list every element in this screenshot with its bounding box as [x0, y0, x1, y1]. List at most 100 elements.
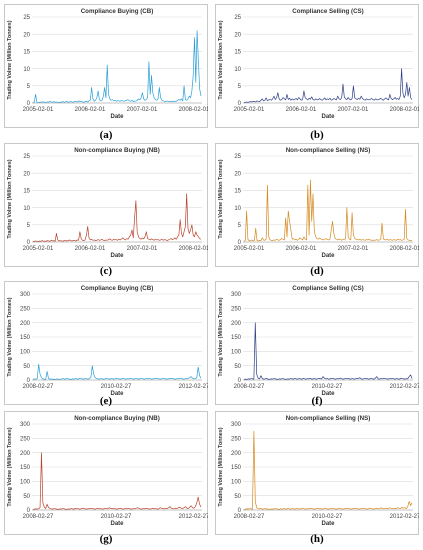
- y-tick-label: 20: [23, 171, 30, 177]
- x-tick-label: 2005-02-01: [23, 107, 54, 113]
- y-tick-label: 5: [238, 84, 242, 90]
- chart-svg: Non-compliance Selling (NS) 0 50 100 150 200 2…: [215, 411, 419, 535]
- panel-caption: (d): [310, 265, 324, 277]
- y-tick-label: 200: [20, 321, 31, 327]
- panel-frame: [215, 411, 419, 535]
- chart-svg: Compliance Buying (CB) 0 50 100 150 200 250 300…: [4, 281, 208, 405]
- panel-frame: [4, 281, 208, 405]
- x-tick-label: 2012-02-27: [179, 514, 208, 520]
- y-tick-label: 300: [20, 422, 31, 428]
- y-tick-label: 250: [20, 307, 31, 313]
- y-tick-label: 100: [231, 480, 242, 486]
- panel-frame: [215, 4, 419, 128]
- y-tick-label: 0: [27, 101, 31, 107]
- chart-panel-6: Compliance Selling (CS) 0 50 100 150 200 250 30…: [215, 281, 419, 405]
- x-axis-label: Date: [110, 253, 124, 259]
- x-tick-label: 2007-02-01: [338, 246, 369, 252]
- x-axis-label: Date: [321, 391, 335, 397]
- y-tick-label: 250: [231, 307, 242, 313]
- x-tick-label: 2008-02-01: [390, 246, 419, 252]
- y-tick-label: 250: [231, 437, 242, 443]
- y-tick-label: 50: [23, 494, 30, 500]
- x-tick-label: 2008-02-27: [234, 514, 265, 520]
- y-tick-label: 0: [238, 101, 242, 107]
- chart-panel-1: Compliance Buying (CB) 0 5 10 15 20 25 2005-02-…: [4, 4, 208, 128]
- panel-caption: (b): [310, 129, 324, 141]
- y-axis-label: Trading Volme (Million Tonnes): [218, 427, 224, 506]
- y-tick-label: 0: [27, 240, 31, 246]
- chart-panel-4: Non-compliance Selling (NS) 0 5 10 15 20 25 200…: [215, 143, 419, 267]
- x-tick-label: 2007-02-01: [338, 107, 369, 113]
- chart-svg: Non-compliance Buying (NB) 0 5 10 15 20 25 2005…: [4, 143, 208, 267]
- chart-svg: Non-compliance Buying (NB) 0 50 100 150 200 25…: [4, 411, 208, 535]
- y-axis-label: Trading Volme (Million Tonnes): [7, 427, 13, 506]
- chart-svg: Compliance Buying (CB) 0 5 10 15 20 25 2005-02-…: [4, 4, 208, 128]
- y-tick-label: 50: [234, 364, 241, 370]
- y-axis-label: Trading Volme (Million Tonnes): [7, 20, 13, 99]
- series-line: [32, 193, 202, 243]
- chart-panel-2: Compliance Selling (CS) 0 5 10 15 20 25 2005-02…: [215, 4, 419, 128]
- panel-caption: (h): [310, 533, 324, 545]
- x-axis-label: Date: [321, 521, 335, 527]
- chart-svg: Non-compliance Selling (NS) 0 5 10 15 20 25 200…: [215, 143, 419, 267]
- y-tick-label: 200: [231, 451, 242, 457]
- x-axis-label: Date: [110, 521, 124, 527]
- chart-title: Compliance Buying (CB): [81, 8, 154, 15]
- x-tick-label: 2012-02-27: [179, 384, 208, 390]
- panel-caption: (f): [311, 395, 323, 407]
- y-tick-label: 25: [234, 154, 241, 160]
- x-tick-label: 2005-02-01: [23, 246, 54, 252]
- chart-title: Compliance Selling (CS): [292, 285, 364, 292]
- y-tick-label: 300: [20, 292, 31, 298]
- y-tick-label: 15: [234, 50, 241, 56]
- x-tick-label: 2006-02-01: [286, 107, 317, 113]
- x-tick-label: 2008-02-01: [179, 246, 208, 252]
- y-tick-label: 5: [238, 223, 242, 229]
- series-line: [32, 30, 202, 104]
- y-axis-label: Trading Volme (Million Tonnes): [7, 159, 13, 238]
- chart-title: Non-compliance Selling (NS): [286, 147, 371, 154]
- series-line: [32, 363, 202, 380]
- y-tick-label: 100: [20, 480, 31, 486]
- chart-panel-7: Non-compliance Buying (NB) 0 50 100 150 200 25…: [4, 411, 208, 535]
- y-tick-label: 200: [20, 451, 31, 457]
- series-line: [32, 452, 202, 510]
- y-tick-label: 25: [23, 154, 30, 160]
- y-tick-label: 300: [231, 292, 242, 298]
- series-line: [243, 430, 413, 510]
- y-tick-label: 10: [234, 206, 241, 212]
- y-tick-label: 0: [238, 508, 242, 514]
- series-line: [243, 322, 413, 380]
- y-tick-label: 0: [27, 508, 31, 514]
- x-tick-label: 2008-02-27: [234, 384, 265, 390]
- x-tick-label: 2008-02-27: [23, 384, 54, 390]
- y-tick-label: 10: [23, 206, 30, 212]
- y-tick-label: 150: [20, 335, 31, 341]
- y-tick-label: 10: [23, 67, 30, 73]
- y-axis-label: Trading Volme (Million Tonnes): [218, 297, 224, 376]
- y-tick-label: 50: [234, 494, 241, 500]
- x-tick-label: 2012-02-27: [390, 514, 419, 520]
- x-axis-label: Date: [321, 253, 335, 259]
- y-tick-label: 0: [238, 240, 242, 246]
- panel-caption: (c): [99, 265, 113, 277]
- x-tick-label: 2006-02-01: [75, 107, 106, 113]
- x-tick-label: 2008-02-01: [179, 107, 208, 113]
- y-tick-label: 250: [20, 437, 31, 443]
- chart-title: Non-compliance Buying (NB): [74, 147, 160, 154]
- y-axis-label: Trading Volme (Million Tonnes): [218, 20, 224, 99]
- x-axis-label: Date: [110, 114, 124, 120]
- chart-panel-3: Non-compliance Buying (NB) 0 5 10 15 20 25 2005…: [4, 143, 208, 267]
- y-tick-label: 150: [231, 465, 242, 471]
- chart-title: Compliance Selling (CS): [292, 8, 364, 15]
- x-tick-label: 2005-02-01: [234, 246, 265, 252]
- y-tick-label: 25: [23, 15, 30, 21]
- y-tick-label: 5: [27, 84, 31, 90]
- panel-frame: [4, 411, 208, 535]
- x-tick-label: 2010-02-27: [312, 514, 343, 520]
- y-tick-label: 300: [231, 422, 242, 428]
- panel-frame: [215, 281, 419, 405]
- x-tick-label: 2008-02-27: [23, 514, 54, 520]
- y-tick-label: 20: [234, 32, 241, 38]
- x-tick-label: 2008-02-01: [390, 107, 419, 113]
